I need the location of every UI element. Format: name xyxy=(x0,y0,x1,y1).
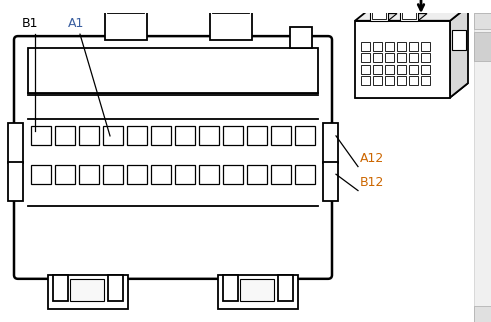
Bar xyxy=(452,30,466,50)
Polygon shape xyxy=(355,6,468,21)
Bar xyxy=(474,13,491,29)
Bar xyxy=(402,5,416,19)
Bar xyxy=(103,126,123,146)
Bar xyxy=(323,123,338,163)
Bar xyxy=(421,65,430,73)
Text: B12: B12 xyxy=(360,176,384,189)
Bar xyxy=(223,275,238,301)
Polygon shape xyxy=(370,14,397,21)
Bar xyxy=(373,42,382,51)
Bar xyxy=(108,0,144,13)
FancyBboxPatch shape xyxy=(14,36,332,279)
Bar xyxy=(105,11,147,40)
Bar xyxy=(409,42,418,51)
Bar xyxy=(409,53,418,62)
Bar xyxy=(372,5,386,19)
Bar xyxy=(110,0,142,11)
Bar xyxy=(151,126,171,146)
Bar xyxy=(271,126,291,146)
Bar xyxy=(127,165,147,184)
Bar xyxy=(361,53,370,62)
Bar xyxy=(397,76,406,85)
Bar xyxy=(373,53,382,62)
Bar xyxy=(70,279,104,301)
Bar xyxy=(210,11,252,40)
Bar xyxy=(397,53,406,62)
Bar xyxy=(247,165,267,184)
Text: B1: B1 xyxy=(22,17,38,31)
Bar xyxy=(421,76,430,85)
Polygon shape xyxy=(355,83,468,98)
Bar xyxy=(373,65,382,73)
Bar xyxy=(240,279,274,301)
Bar xyxy=(361,42,370,51)
Bar xyxy=(474,32,491,61)
Polygon shape xyxy=(450,6,468,98)
Bar xyxy=(127,126,147,146)
Bar xyxy=(213,0,249,13)
Bar xyxy=(175,165,195,184)
Bar xyxy=(223,165,243,184)
Bar xyxy=(290,26,312,48)
Bar xyxy=(8,123,23,163)
Bar xyxy=(175,126,195,146)
Bar xyxy=(271,165,291,184)
Bar xyxy=(385,76,394,85)
Bar xyxy=(31,165,51,184)
Bar xyxy=(28,48,318,93)
Bar xyxy=(370,4,388,21)
Bar xyxy=(397,65,406,73)
Bar xyxy=(355,21,450,98)
Bar xyxy=(55,165,75,184)
Bar xyxy=(385,42,394,51)
Bar xyxy=(31,126,51,146)
Bar xyxy=(397,42,406,51)
Polygon shape xyxy=(400,14,427,21)
Text: A12: A12 xyxy=(360,152,384,165)
Bar xyxy=(8,162,23,201)
Bar xyxy=(474,306,491,322)
Bar xyxy=(215,0,247,11)
Bar xyxy=(199,165,219,184)
Bar xyxy=(323,162,338,201)
Bar xyxy=(385,53,394,62)
Bar xyxy=(55,126,75,146)
Bar xyxy=(361,65,370,73)
Bar xyxy=(373,76,382,85)
Bar xyxy=(295,126,315,146)
Bar xyxy=(103,165,123,184)
Bar xyxy=(278,275,293,301)
Bar xyxy=(79,165,99,184)
Bar xyxy=(79,126,99,146)
Bar xyxy=(48,275,128,308)
Bar xyxy=(400,4,418,21)
Bar xyxy=(409,76,418,85)
Bar xyxy=(53,275,68,301)
Text: A1: A1 xyxy=(68,17,84,31)
Bar xyxy=(247,126,267,146)
Bar xyxy=(108,275,123,301)
Bar xyxy=(218,275,298,308)
Bar xyxy=(421,53,430,62)
Bar xyxy=(151,165,171,184)
Bar xyxy=(223,126,243,146)
Bar xyxy=(409,65,418,73)
Bar xyxy=(199,126,219,146)
Bar xyxy=(474,13,491,322)
Bar xyxy=(361,76,370,85)
Bar xyxy=(385,65,394,73)
Bar xyxy=(295,165,315,184)
Bar xyxy=(421,42,430,51)
